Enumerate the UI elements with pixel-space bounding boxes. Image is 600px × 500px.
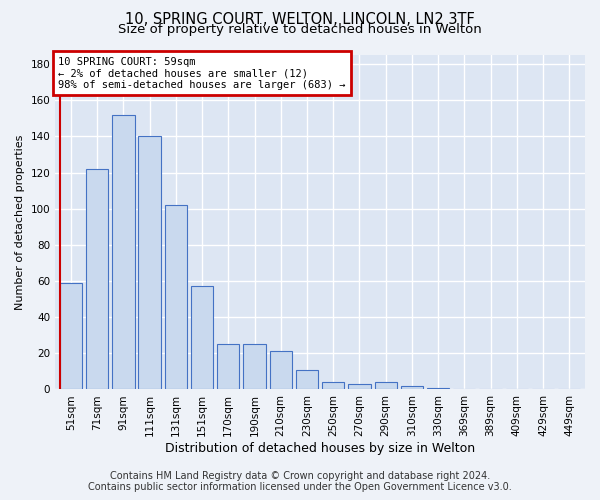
- Bar: [217, 344, 239, 390]
- Bar: [60, 283, 82, 390]
- Y-axis label: Number of detached properties: Number of detached properties: [15, 134, 25, 310]
- Bar: [164, 205, 187, 390]
- Bar: [244, 344, 266, 390]
- Bar: [348, 384, 371, 390]
- Bar: [296, 370, 318, 390]
- X-axis label: Distribution of detached houses by size in Welton: Distribution of detached houses by size …: [165, 442, 475, 455]
- Bar: [86, 169, 108, 390]
- Text: 10 SPRING COURT: 59sqm
← 2% of detached houses are smaller (12)
98% of semi-deta: 10 SPRING COURT: 59sqm ← 2% of detached …: [58, 56, 346, 90]
- Bar: [322, 382, 344, 390]
- Bar: [191, 286, 213, 390]
- Text: Contains HM Land Registry data © Crown copyright and database right 2024.
Contai: Contains HM Land Registry data © Crown c…: [88, 471, 512, 492]
- Text: Size of property relative to detached houses in Welton: Size of property relative to detached ho…: [118, 22, 482, 36]
- Bar: [112, 114, 134, 390]
- Bar: [139, 136, 161, 390]
- Bar: [374, 382, 397, 390]
- Bar: [269, 352, 292, 390]
- Bar: [401, 386, 423, 390]
- Bar: [427, 388, 449, 390]
- Text: 10, SPRING COURT, WELTON, LINCOLN, LN2 3TF: 10, SPRING COURT, WELTON, LINCOLN, LN2 3…: [125, 12, 475, 28]
